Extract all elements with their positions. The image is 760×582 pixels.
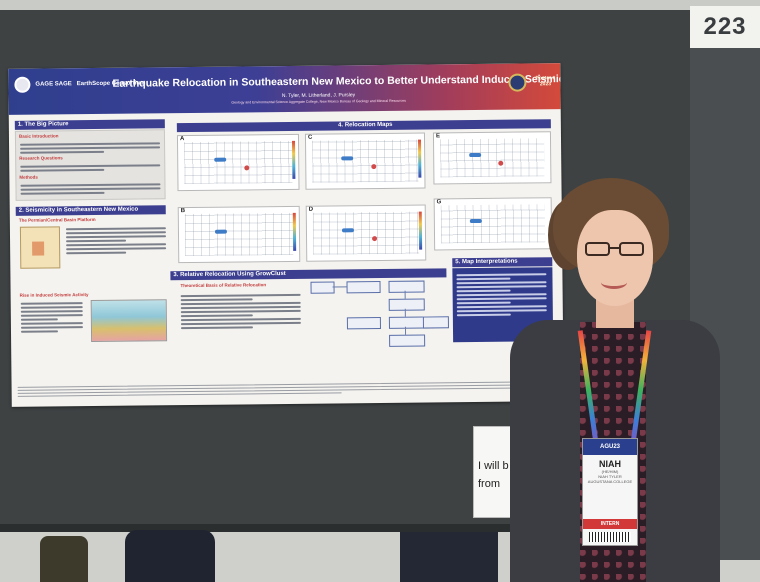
research-poster: GAGE SAGE EarthScope Consortium Earthqua… [8, 63, 564, 407]
map-panel-c: C [304, 132, 426, 190]
flowchart-box [310, 281, 335, 294]
section-1-body: Basic Introduction Research Questions Me… [14, 129, 166, 201]
s3-bullets [180, 292, 301, 331]
sign-line-1: I will b [478, 460, 509, 472]
flowchart-box [346, 317, 381, 330]
s2-bullets [65, 225, 167, 256]
s3-subheading-theory: Theoretical Basis of Relative Relocation [180, 282, 267, 289]
visitor [125, 530, 215, 582]
badge-full-name: NIAH TYLER [598, 474, 622, 479]
badge-name: NIAH [599, 459, 621, 469]
flowchart-arrow [332, 286, 347, 288]
panel-letter: D [308, 206, 314, 213]
gage-sage-logo: GAGE SAGE [35, 80, 72, 88]
references [17, 379, 558, 398]
barcode-icon [589, 532, 631, 542]
flowchart-arrow [404, 326, 407, 335]
s1-question-bullets [20, 162, 161, 173]
s1-subheading-methods: Methods [19, 174, 38, 180]
visitor [400, 532, 498, 582]
badge-event: AGU23 [583, 439, 637, 455]
section-4-heading: 4. Relocation Maps [176, 119, 551, 133]
flowchart-box [388, 298, 425, 311]
panel-letter: C [307, 134, 313, 141]
section-2-heading: 2. Seismicity in Southeastern New Mexico [15, 205, 166, 216]
poster-code: Poster # 2023 [535, 75, 556, 88]
s2-subheading-basin: The Permian/Central Basin Platform [18, 216, 96, 223]
smile [601, 276, 627, 289]
panel-letter: G [436, 199, 442, 206]
booth-number: 223 [690, 6, 760, 48]
badge-pronouns: (HE/HIM) [601, 469, 619, 474]
section-3-heading: 3. Relative Relocation Using GrowClust [170, 268, 447, 281]
map-panel-b: B [177, 205, 301, 264]
s1-subheading-questions: Research Questions [19, 155, 63, 161]
s2-subheading-seismicity: Rise in Induced Seismic Activity [19, 292, 89, 298]
flowchart-arrow [404, 290, 406, 299]
flowchart-box [388, 280, 425, 293]
nsf-logo-icon [14, 76, 31, 93]
poster-title: Earthquake Relocation in Southeastern Ne… [112, 72, 564, 90]
poster-header: GAGE SAGE EarthScope Consortium Earthqua… [8, 63, 564, 115]
flowchart-box [388, 316, 425, 329]
panel-letter: A [179, 136, 185, 143]
sign-text: I will b from [478, 457, 509, 493]
visitor [40, 536, 88, 582]
map-panel-a: A [176, 133, 300, 192]
flowchart-box [422, 316, 449, 329]
badge-org: AUGUSTANA COLLEGE [587, 479, 633, 484]
name-badge: AGU23 NIAH (HE/HIM) NIAH TYLER AUGUSTANA… [582, 438, 638, 546]
panel-letter: E [435, 133, 441, 140]
sign-line-2: from [478, 478, 500, 490]
map-panel-d: D [305, 204, 427, 262]
s1-bullets [20, 140, 161, 155]
flowchart-arrow [404, 308, 406, 317]
new-mexico-map [19, 226, 61, 269]
panel-letter: B [180, 208, 186, 215]
s1-subheading-intro: Basic Introduction [18, 133, 59, 139]
geologic-cross-section [90, 299, 168, 343]
flowchart-box [346, 281, 381, 294]
glasses-icon [585, 242, 647, 256]
university-seal-icon [508, 73, 527, 92]
board-edge [0, 524, 712, 532]
s2-seismicity-bullets [20, 300, 83, 335]
face [577, 210, 653, 306]
badge-ribbon: INTERN [583, 519, 637, 529]
section-1-heading: 1. The Big Picture [14, 119, 165, 130]
flowchart-box [389, 334, 426, 347]
presenter: AGU23 NIAH (HE/HIM) NIAH TYLER AUGUSTANA… [500, 170, 720, 582]
s1-method-bullets [20, 181, 161, 196]
